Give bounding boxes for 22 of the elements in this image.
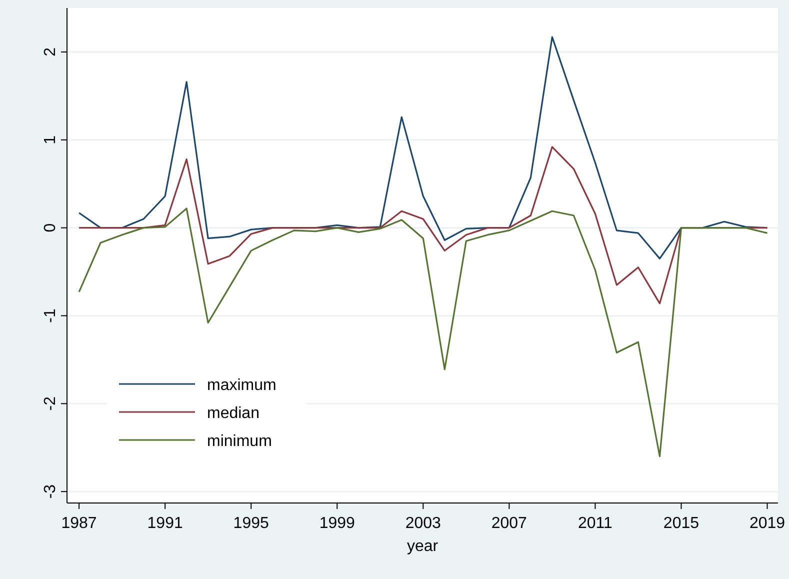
x-tick-label: 2011 bbox=[578, 515, 612, 532]
x-tick-label: 1999 bbox=[319, 515, 356, 532]
y-tick-label: -2 bbox=[42, 396, 59, 411]
x-tick-label: 1995 bbox=[233, 515, 269, 532]
x-tick-label: 1991 bbox=[147, 515, 183, 532]
legend-label: minimum bbox=[207, 433, 272, 450]
y-tick-label: -3 bbox=[42, 484, 59, 499]
x-tick-label: 1987 bbox=[61, 515, 97, 532]
y-tick-label: 1 bbox=[42, 135, 59, 144]
x-tick-label: 2019 bbox=[749, 515, 786, 532]
x-axis-title: year bbox=[406, 538, 439, 555]
line-series bbox=[78, 36, 768, 260]
line-series bbox=[78, 208, 768, 458]
legend-label: median bbox=[207, 405, 260, 422]
y-tick-label: 2 bbox=[42, 47, 59, 56]
y-tick-label: -1 bbox=[42, 308, 59, 323]
x-tick-label: 2015 bbox=[663, 515, 700, 532]
y-tick-label: 0 bbox=[42, 223, 59, 232]
x-tick-label: 2003 bbox=[405, 515, 442, 532]
x-tick-label: 2007 bbox=[491, 515, 528, 532]
legend-label: maximum bbox=[207, 377, 276, 394]
line-series bbox=[78, 146, 768, 304]
